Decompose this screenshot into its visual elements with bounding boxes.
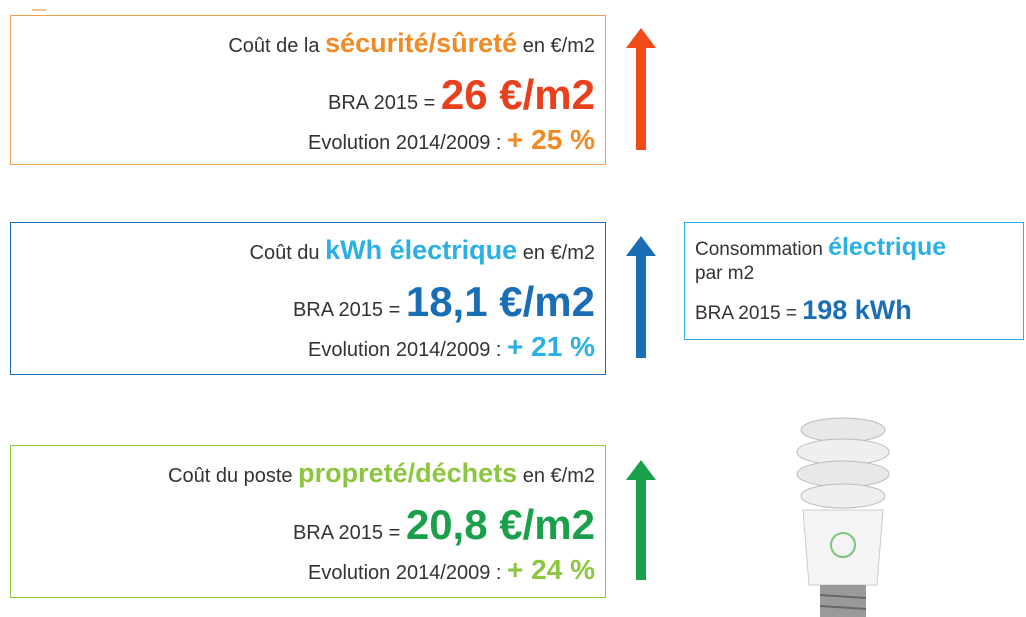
text: en €/m2 bbox=[523, 35, 595, 57]
text: Coût de la bbox=[228, 35, 319, 57]
value: 18,1 €/m2 bbox=[406, 278, 595, 325]
value: + 25 % bbox=[507, 124, 595, 155]
arrow-up bbox=[626, 236, 656, 358]
card-evolution: Evolution 2014/2009 : + 24 % bbox=[308, 554, 595, 586]
text: Coût du poste bbox=[168, 465, 293, 487]
card: Coût du poste propreté/déchets en €/m2 B… bbox=[10, 445, 606, 598]
card-value-line: BRA 2015 = 20,8 €/m2 bbox=[293, 501, 595, 549]
side-note: Consommation électrique par m2 BRA 2015 … bbox=[684, 222, 1024, 340]
card-evolution: Evolution 2014/2009 : + 21 % bbox=[308, 331, 595, 363]
slide: Coût de la sécurité/sûreté en €/m2 BRA 2… bbox=[0, 0, 1026, 617]
text: en €/m2 bbox=[523, 465, 595, 487]
text: par m2 bbox=[695, 263, 754, 285]
side-heading: Consommation électrique bbox=[695, 233, 946, 262]
text: BRA 2015 = bbox=[293, 522, 400, 544]
text: BRA 2015 = bbox=[328, 92, 435, 114]
card-heading: Coût de la sécurité/sûreté en €/m2 bbox=[228, 28, 595, 59]
arrow-up bbox=[626, 460, 656, 580]
highlight: propreté/déchets bbox=[298, 458, 517, 488]
text: en €/m2 bbox=[523, 242, 595, 264]
text: Evolution 2014/2009 : bbox=[308, 562, 502, 584]
text: Consommation bbox=[695, 239, 823, 260]
card-evolution: Evolution 2014/2009 : + 25 % bbox=[308, 124, 595, 156]
text: BRA 2015 = bbox=[695, 303, 797, 324]
light-bulb bbox=[797, 418, 889, 617]
card: Coût de la sécurité/sûreté en €/m2 BRA 2… bbox=[10, 15, 606, 165]
card-heading: Coût du poste propreté/déchets en €/m2 bbox=[168, 458, 595, 489]
value: 20,8 €/m2 bbox=[406, 501, 595, 548]
text: Coût du bbox=[250, 242, 320, 264]
highlight: kWh électrique bbox=[325, 235, 517, 265]
value: 26 €/m2 bbox=[441, 71, 595, 118]
text: BRA 2015 = bbox=[293, 299, 400, 321]
text: Evolution 2014/2009 : bbox=[308, 339, 502, 361]
card-value-line: BRA 2015 = 26 €/m2 bbox=[328, 71, 595, 119]
card-heading: Coût du kWh électrique en €/m2 bbox=[250, 235, 596, 266]
card-value-line: BRA 2015 = 18,1 €/m2 bbox=[293, 278, 595, 326]
value: + 24 % bbox=[507, 554, 595, 585]
arrow-up bbox=[626, 28, 656, 150]
highlight: électrique bbox=[828, 233, 946, 261]
value: + 21 % bbox=[507, 331, 595, 362]
value: 198 kWh bbox=[802, 295, 912, 325]
highlight: sécurité/sûreté bbox=[325, 28, 517, 58]
text: Evolution 2014/2009 : bbox=[308, 132, 502, 154]
side-value-line: BRA 2015 = 198 kWh bbox=[695, 295, 912, 326]
card: Coût du kWh électrique en €/m2 BRA 2015 … bbox=[10, 222, 606, 375]
